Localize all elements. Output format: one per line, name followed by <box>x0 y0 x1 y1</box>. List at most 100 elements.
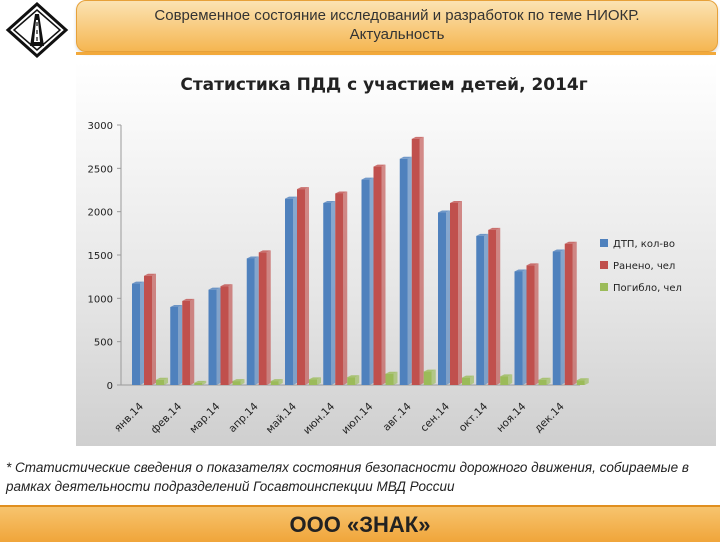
bar-side <box>278 379 283 385</box>
y-tick-label: 1500 <box>88 251 113 262</box>
company-name: ООО «ЗНАК» <box>289 512 431 537</box>
bar-killed <box>423 371 432 385</box>
x-tick-label: июн.14 <box>301 400 337 436</box>
bar-side <box>190 298 195 385</box>
bar-killed <box>309 379 317 385</box>
bar-side <box>164 377 168 385</box>
bar-dtp <box>399 158 408 385</box>
bar-injured <box>182 300 191 385</box>
bar-top <box>552 249 565 252</box>
bar-injured <box>488 229 497 385</box>
bar-top <box>399 156 412 159</box>
bar-top <box>488 227 501 230</box>
bar-top <box>194 380 207 383</box>
bar-side <box>293 196 297 385</box>
bar-top <box>385 371 398 374</box>
header-bar: Современное состояние исследований и раз… <box>0 0 720 62</box>
legend-swatch <box>600 239 608 247</box>
bar-dtp <box>285 198 293 385</box>
x-tick-label: май.14 <box>264 400 299 435</box>
bar-side <box>546 377 551 385</box>
bar-top <box>347 375 360 378</box>
bar-side <box>178 305 183 385</box>
bar-top <box>170 305 183 307</box>
bar-top <box>297 187 309 190</box>
bar-side <box>381 164 386 385</box>
bar-injured <box>450 203 458 385</box>
bar-top <box>361 177 374 180</box>
bar-side <box>522 269 527 385</box>
bar-injured <box>411 138 420 385</box>
bar-top <box>411 136 424 139</box>
bar-injured <box>564 243 573 385</box>
page-title: Современное состояние исследований и раз… <box>77 6 717 44</box>
bar-dtp <box>170 307 179 385</box>
bar-top <box>576 378 589 381</box>
bar-side <box>508 374 513 385</box>
bar-killed <box>194 382 203 385</box>
bar-side <box>240 379 245 385</box>
y-tick-label: 2000 <box>88 208 113 219</box>
x-tick-label: апр.14 <box>226 400 261 435</box>
bar-top <box>462 375 474 378</box>
legend-label: Погибло, чел <box>613 283 682 294</box>
bar-side <box>560 249 565 385</box>
road-sign-logo-icon <box>4 1 70 59</box>
bar-top <box>144 273 156 276</box>
x-tick-label: авг.14 <box>381 400 414 433</box>
bar-side <box>484 233 489 385</box>
bar-side <box>470 375 474 385</box>
bar-top <box>335 191 348 194</box>
bar-top <box>476 233 489 236</box>
bar-top <box>258 250 271 253</box>
bar-top <box>500 374 513 377</box>
bar-side <box>355 375 360 385</box>
bar-side <box>202 380 207 385</box>
bar-top <box>132 281 144 284</box>
bar-dtp <box>514 271 523 385</box>
y-tick-label: 0 <box>107 381 113 392</box>
y-tick-label: 500 <box>94 338 113 349</box>
bar-injured <box>335 193 344 385</box>
bar-killed <box>385 373 394 385</box>
bar-top <box>538 377 551 380</box>
bar-side <box>419 136 424 385</box>
x-tick-label: янв.14 <box>112 400 146 434</box>
bar-chart: Статистика ПДД с участием детей, 2014г 0 5… <box>88 75 682 437</box>
bar-injured <box>220 286 229 385</box>
bar-top <box>270 379 283 382</box>
chart-title: Статистика ПДД с участием детей, 2014г <box>180 75 587 95</box>
footer: ООО «ЗНАК» <box>0 505 720 542</box>
bar-top <box>285 196 297 199</box>
bar-side <box>407 156 412 385</box>
bar-side <box>446 210 450 385</box>
bar-top <box>182 298 195 301</box>
bar-top <box>514 269 527 272</box>
bar-side <box>317 377 321 385</box>
bar-dtp <box>552 251 561 385</box>
bar-injured <box>297 189 305 385</box>
bar-killed <box>462 377 470 385</box>
bar-side <box>584 378 589 385</box>
bar-dtp <box>246 258 255 385</box>
legend-swatch <box>600 261 608 269</box>
bar-dtp <box>361 179 370 385</box>
bar-top <box>246 256 259 259</box>
bar-side <box>572 241 577 385</box>
y-tick-label: 3000 <box>88 121 113 132</box>
bar-side <box>343 191 348 385</box>
chart-area: Статистика ПДД с участием детей, 2014г 0 5… <box>76 62 716 446</box>
bar-side <box>216 287 221 385</box>
bar-top <box>220 284 233 287</box>
bar-top <box>323 201 336 203</box>
bar-side <box>305 187 309 385</box>
bar-killed <box>576 380 585 385</box>
bar-dtp <box>323 203 332 385</box>
bar-injured <box>526 265 535 385</box>
bar-killed <box>538 379 547 385</box>
bar-killed <box>156 379 164 385</box>
bar-side <box>254 256 259 385</box>
bar-injured <box>258 252 267 385</box>
bar-side <box>266 250 271 385</box>
page-title-line2: Актуальность <box>349 26 445 43</box>
